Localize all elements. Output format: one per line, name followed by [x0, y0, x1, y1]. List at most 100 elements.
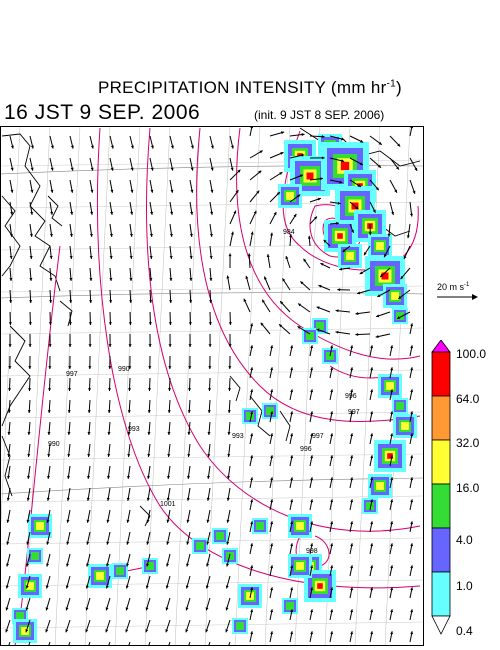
wind-vector	[269, 171, 283, 181]
wind-vector	[335, 330, 351, 335]
wind-vector	[8, 355, 12, 370]
wind-vector	[168, 641, 171, 645]
wind-vector	[87, 465, 91, 479]
wind-vector	[67, 443, 71, 457]
wind-vector	[189, 135, 194, 149]
wind-vector	[9, 289, 13, 304]
wind-vector	[227, 443, 231, 457]
colorbar-label: 0.4	[456, 624, 473, 638]
wind-vector	[349, 389, 354, 401]
wind-vector	[7, 443, 11, 457]
wind-vector	[263, 276, 271, 291]
wind-vector	[109, 267, 113, 281]
precip-cell	[28, 514, 52, 538]
wind-vector	[208, 377, 212, 392]
wind-vector	[127, 421, 131, 435]
wind-vector	[89, 245, 93, 259]
colorbar-label: 16.0	[456, 481, 480, 495]
wind-vector	[106, 487, 111, 501]
precip-cell	[362, 498, 378, 514]
wind-vector	[387, 223, 391, 237]
precip-cell	[88, 564, 112, 588]
wind-vector	[127, 399, 131, 414]
wind-vector	[89, 135, 94, 149]
wind-vector	[188, 311, 192, 326]
wind-vector	[309, 433, 314, 445]
wind-vector	[7, 465, 11, 479]
wind-vector	[409, 157, 418, 172]
wind-vector	[89, 267, 93, 281]
wind-vector	[309, 411, 314, 423]
wind-vector	[369, 631, 374, 643]
wind-vector	[369, 477, 374, 489]
wind-vector	[349, 223, 354, 234]
wind-vector	[226, 531, 231, 545]
wind-vector	[309, 455, 314, 467]
wind-vector	[29, 135, 34, 149]
wind-vector	[9, 179, 14, 193]
pressure-label: 993	[128, 426, 140, 433]
wind-vector	[225, 597, 231, 611]
wind-vector	[129, 223, 133, 237]
wind-vector	[68, 311, 72, 326]
wind-vector	[349, 477, 354, 489]
wind-vector	[389, 609, 394, 621]
wind-vector	[409, 609, 414, 621]
wind-vector	[45, 575, 51, 589]
precip-cell	[112, 563, 128, 579]
wind-vector	[128, 377, 132, 392]
wind-vector	[169, 223, 173, 237]
wind-vector	[125, 619, 131, 633]
wind-vector	[369, 157, 382, 169]
wind-vector	[285, 255, 291, 269]
wind-vector	[108, 333, 112, 348]
wind-vector	[209, 289, 213, 304]
pressure-label: 990	[48, 441, 60, 448]
wind-vector	[108, 377, 112, 392]
wind-vector	[85, 619, 91, 633]
grid-line	[24, 127, 51, 645]
wind-vector	[409, 389, 414, 401]
wind-vector	[129, 267, 133, 281]
precip-cell	[282, 598, 298, 614]
wind-vector	[207, 399, 211, 414]
wind-vector	[67, 421, 71, 435]
wind-vector	[369, 433, 374, 445]
wind-vector	[108, 355, 112, 370]
grid-line	[264, 127, 291, 645]
wind-vector	[68, 377, 72, 392]
wind-vector	[228, 641, 231, 645]
colorbar-label: 100.0	[456, 347, 487, 361]
wind-vector	[149, 289, 153, 304]
wind-vector	[46, 487, 51, 501]
wind-vector	[86, 487, 91, 501]
wind-vector	[269, 345, 274, 357]
colorbar-segment	[431, 615, 451, 635]
wind-vector	[107, 399, 111, 414]
wind-vector	[9, 267, 13, 281]
wind-vector	[309, 477, 314, 489]
wind-vector	[269, 367, 274, 379]
wind-vector	[409, 411, 414, 423]
wind-vector	[249, 477, 254, 489]
wind-vector	[185, 619, 191, 633]
wind-vector	[5, 575, 11, 589]
wind-vector	[206, 509, 211, 523]
wind-vector	[228, 333, 232, 348]
wind-vector	[105, 575, 111, 589]
wind-vector	[129, 157, 134, 171]
wind-vector	[69, 245, 73, 259]
wind-vector	[208, 355, 212, 370]
wind-vector	[349, 179, 362, 188]
valid-time: 16 JST 9 SEP. 2006	[4, 101, 201, 124]
grid-line	[54, 127, 81, 645]
wind-vector	[249, 631, 254, 643]
wind-vector	[108, 641, 111, 645]
wind-vector	[289, 194, 301, 203]
wind-vector	[9, 245, 13, 259]
wind-vector	[309, 565, 314, 577]
wind-vector	[88, 641, 91, 645]
wind-vector	[397, 289, 411, 300]
wind-vector	[188, 355, 192, 370]
